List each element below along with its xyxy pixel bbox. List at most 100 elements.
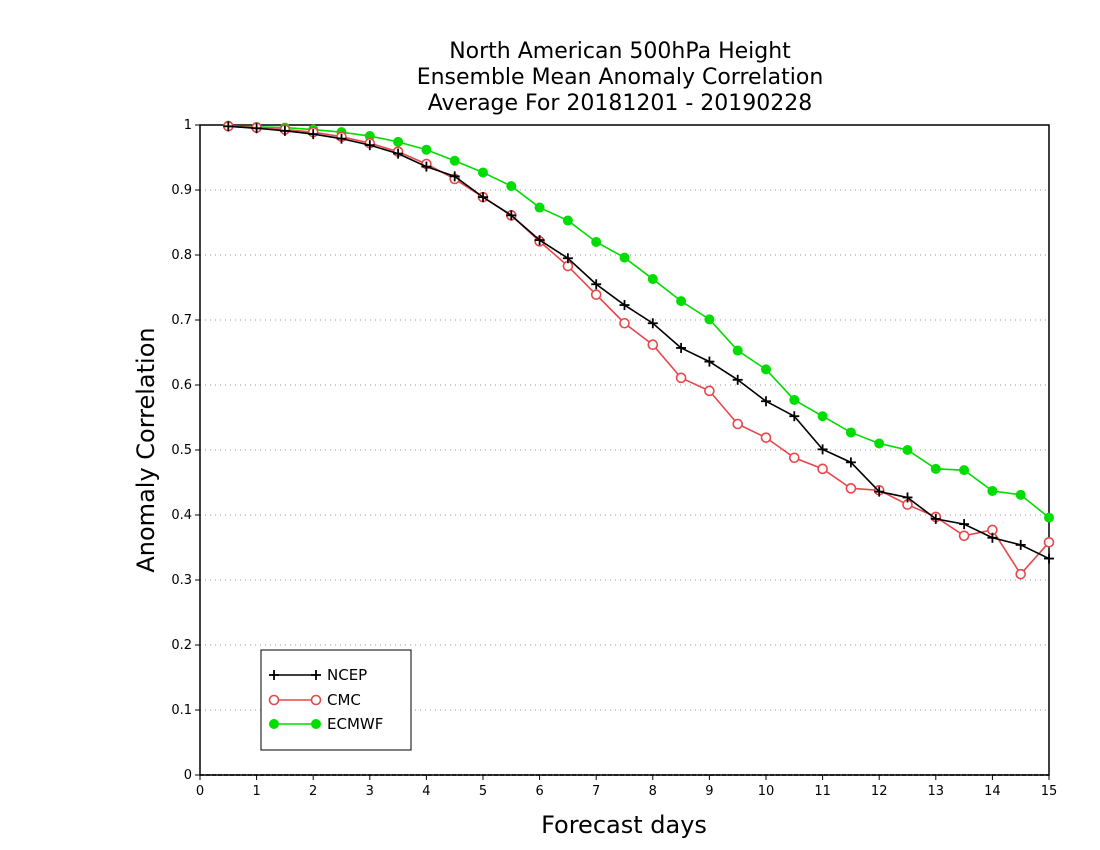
data-point-ecmwf [478, 167, 488, 178]
data-point-ncep [279, 125, 290, 136]
data-point-ncep [562, 253, 573, 264]
data-point-cmc [760, 432, 772, 443]
data-point-ncep [364, 140, 375, 151]
data-point-ecmwf [647, 274, 658, 285]
data-point-ncep [619, 300, 630, 311]
y-tick-label: 0.1 [171, 703, 192, 718]
series-layer [223, 120, 1055, 580]
data-point-ecmwf [845, 427, 856, 438]
data-point-ecmwf [591, 237, 602, 247]
series-cmc [223, 121, 1055, 580]
data-point-ncep [732, 374, 743, 385]
data-point-ncep [1044, 553, 1054, 564]
data-point-ecmwf [930, 463, 941, 474]
y-tick-label: 0.8 [171, 248, 192, 263]
x-tick-label: 8 [649, 784, 657, 799]
x-tick-label: 2 [309, 784, 317, 799]
x-axis-label: Forecast days [541, 811, 707, 839]
y-axis-label: Anomaly Correlation [132, 327, 160, 572]
x-axis: 0 1 2 3 4 5 6 7 8 9 10 11 12 13 14 15 [196, 775, 1057, 799]
legend-entry-ncep: NCEP [269, 666, 367, 684]
x-tick-label: 1 [252, 784, 260, 799]
y-tick-label: 0.3 [171, 573, 192, 588]
data-point-cmc [958, 530, 970, 542]
legend-label-ecmwf: ECMWF [327, 715, 383, 733]
data-point-ecmwf [619, 252, 630, 263]
data-point-ncep [817, 444, 828, 455]
y-tick-label: 1 [184, 118, 192, 133]
data-point-ncep [336, 133, 347, 144]
data-point-ncep [421, 161, 432, 172]
chart-title-line-3: Average For 20181201 - 20190228 [428, 91, 813, 116]
data-point-cmc [1043, 536, 1055, 548]
data-point-ncep [761, 396, 771, 407]
data-point-cmc [817, 463, 828, 475]
data-point-ecmwf [506, 181, 517, 192]
data-point-ncep [845, 457, 856, 468]
data-point-ecmwf [393, 136, 404, 147]
data-point-ecmwf [874, 438, 885, 449]
data-point-ncep [1015, 539, 1026, 550]
x-tick-label: 4 [422, 784, 430, 799]
chart-title: North American 500hPa Height Ensemble Me… [417, 39, 824, 116]
legend-marker [269, 670, 279, 680]
data-point-cmc [619, 317, 630, 329]
data-point-cmc [732, 418, 744, 430]
y-tick-label: 0.7 [171, 313, 192, 328]
data-point-ncep [506, 210, 517, 221]
data-point-cmc [845, 483, 857, 494]
data-point-ncep [449, 171, 460, 182]
data-point-cmc [1015, 568, 1027, 580]
x-tick-label: 12 [871, 784, 888, 799]
data-point-ecmwf [1015, 489, 1026, 500]
data-point-ncep [704, 356, 715, 367]
series-ncep [223, 121, 1054, 564]
x-tick-label: 0 [196, 784, 204, 799]
legend-marker [311, 670, 321, 680]
y-tick-label: 0 [184, 768, 192, 783]
legend-entry-cmc: CMC [268, 691, 361, 709]
data-point-ecmwf [676, 296, 687, 307]
legend-entries: NCEP CMC ECMWF [268, 666, 383, 733]
data-point-ncep [959, 519, 970, 530]
x-tick-label: 14 [984, 784, 1001, 799]
y-tick-label: 0.4 [171, 508, 192, 523]
x-tick-label: 5 [479, 784, 487, 799]
data-point-ecmwf [704, 314, 715, 325]
x-tick-label: 9 [705, 784, 713, 799]
x-tick-label: 7 [592, 784, 600, 799]
series-line-ncep [228, 125, 1050, 560]
data-point-ncep [930, 513, 941, 524]
data-point-ecmwf [421, 144, 432, 155]
chart-title-line-2: Ensemble Mean Anomaly Correlation [417, 65, 824, 90]
data-point-ecmwf [534, 202, 545, 213]
data-point-ecmwf [789, 394, 800, 405]
data-point-ecmwf [987, 485, 998, 496]
series-ecmwf [223, 120, 1054, 523]
y-tick-label: 0.9 [171, 183, 192, 198]
legend-marker [310, 694, 322, 706]
data-point-ncep [591, 279, 602, 290]
data-point-ncep [987, 532, 998, 543]
data-point-ecmwf [817, 411, 828, 422]
data-point-ecmwf [959, 465, 970, 476]
x-tick-label: 6 [535, 784, 543, 799]
data-point-ncep [308, 129, 319, 140]
data-point-ncep [789, 411, 800, 422]
data-point-ncep [874, 486, 885, 497]
legend-label-ncep: NCEP [327, 666, 367, 684]
y-tick-label: 0.5 [171, 443, 192, 458]
legend-entry-ecmwf: ECMWF [269, 715, 383, 733]
data-point-ecmwf [732, 345, 743, 356]
data-point-cmc [675, 372, 687, 384]
legend-marker [268, 694, 280, 706]
data-point-cmc [647, 339, 659, 351]
data-point-ecmwf [1044, 512, 1054, 523]
data-point-cmc [590, 289, 602, 300]
chart-title-line-1: North American 500hPa Height [449, 39, 791, 64]
legend-label-cmc: CMC [327, 691, 361, 709]
x-tick-label: 11 [814, 784, 831, 799]
data-point-ncep [478, 192, 488, 203]
y-axis: 0 0.1 0.2 0.3 0.4 0.5 0.6 0.7 0.8 0.9 1 [171, 118, 200, 783]
